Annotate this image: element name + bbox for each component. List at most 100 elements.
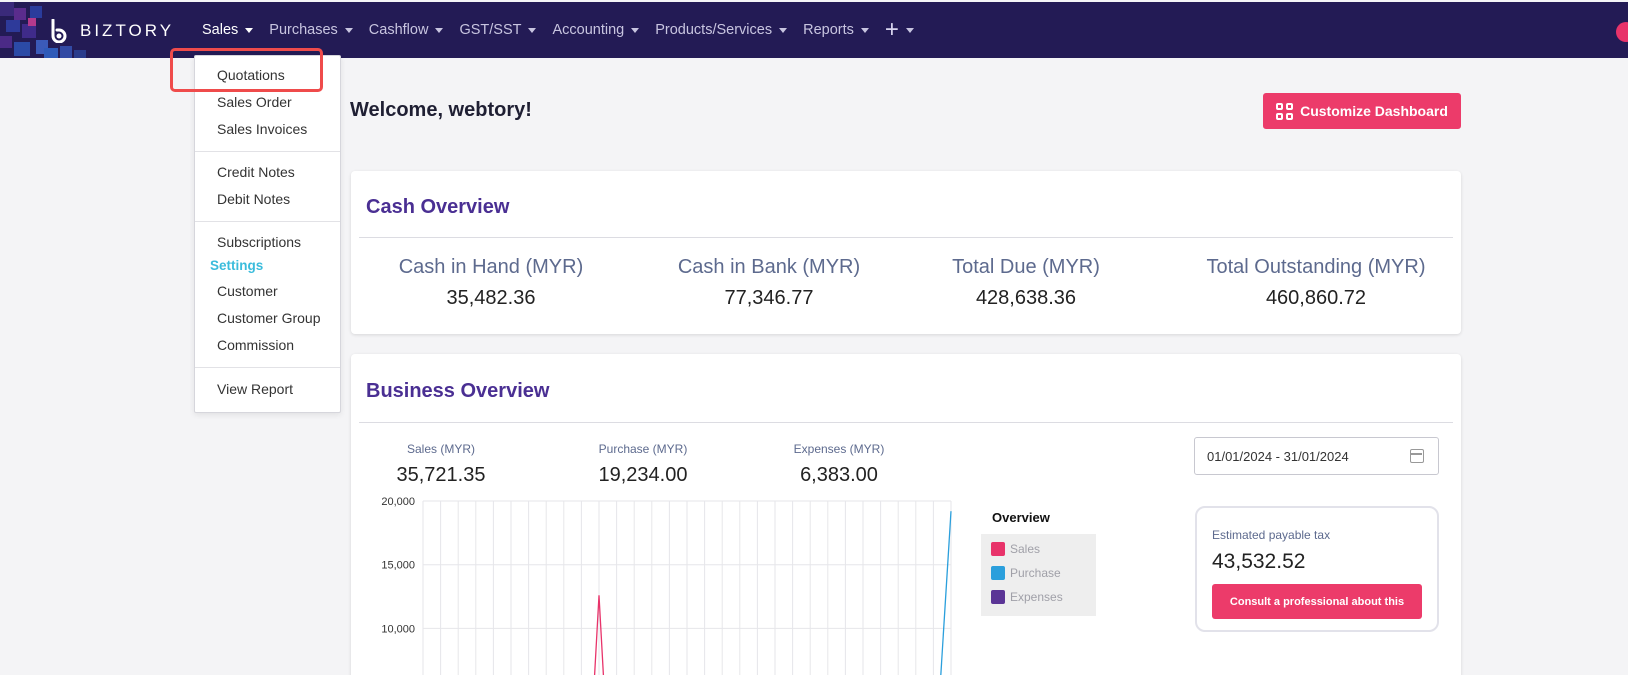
stat-label: Total Due (MYR) xyxy=(952,256,1100,278)
stat-expenses: Expenses (MYR) 6,383.00 xyxy=(779,442,899,487)
legend-swatch xyxy=(991,542,1005,556)
stat-value: 35,721.35 xyxy=(396,464,486,486)
chevron-down-icon xyxy=(344,27,353,33)
date-range-input[interactable]: 01/01/2024 - 31/01/2024 xyxy=(1194,437,1439,475)
legend-label: Purchase xyxy=(1010,566,1061,580)
menu-item-sales-order[interactable]: Sales Order xyxy=(217,94,292,110)
menu-divider xyxy=(195,151,340,152)
menu-heading-settings: Settings xyxy=(210,258,264,273)
card-divider xyxy=(359,237,1453,238)
stat-value: 77,346.77 xyxy=(724,287,814,309)
nav-cashflow-label: Cashflow xyxy=(368,22,429,38)
nav-gst-sst[interactable]: GST/SST xyxy=(459,22,537,38)
series-line-purchase xyxy=(940,511,952,675)
nav-reports[interactable]: Reports xyxy=(803,22,869,38)
stat-value: 428,638.36 xyxy=(975,287,1077,309)
stat-label: Purchase (MYR) xyxy=(598,442,688,456)
legend-swatch xyxy=(991,590,1005,604)
menu-item-debit-notes[interactable]: Debit Notes xyxy=(217,191,291,207)
series-line-sales xyxy=(593,595,605,675)
chevron-down-icon xyxy=(860,27,869,33)
business-overview-title: Business Overview xyxy=(366,380,550,402)
nav-gst-sst-label: GST/SST xyxy=(459,22,522,38)
customize-dashboard-label: Customize Dashboard xyxy=(1300,103,1448,119)
nav-reports-label: Reports xyxy=(803,22,854,38)
business-overview-chart: 20,000 15,000 10,000 xyxy=(381,496,952,675)
nav-cashflow[interactable]: Cashflow xyxy=(369,22,444,38)
chevron-down-icon xyxy=(905,27,914,33)
cash-overview-title: Cash Overview xyxy=(366,196,510,218)
legend-swatch xyxy=(991,566,1005,580)
stat-label: Total Outstanding (MYR) xyxy=(1206,256,1426,278)
legend-item-purchase[interactable]: Purchase xyxy=(991,566,1061,580)
stat-label: Sales (MYR) xyxy=(406,442,475,456)
stat-label: Expenses (MYR) xyxy=(793,442,885,456)
menu-item-subscriptions[interactable]: Subscriptions xyxy=(217,234,302,250)
highlight-annotation xyxy=(170,48,323,92)
card-divider xyxy=(359,422,1453,423)
stat-value: 6,383.00 xyxy=(800,464,878,486)
stat-purchase: Purchase (MYR) 19,234.00 xyxy=(583,442,703,487)
menu-item-view-report[interactable]: View Report xyxy=(217,381,294,397)
menu-item-commission[interactable]: Commission xyxy=(217,337,295,353)
business-overview-card: Business Overview Sales (MYR) 35,721.35 … xyxy=(351,354,1461,675)
menu-divider xyxy=(195,367,340,368)
cash-overview-card: Cash Overview Cash in Hand (MYR) 35,482.… xyxy=(351,171,1461,334)
menu-divider xyxy=(195,221,340,222)
stat-label: Cash in Hand (MYR) xyxy=(398,256,584,278)
user-avatar[interactable] xyxy=(1616,22,1628,42)
legend-label: Expenses xyxy=(1010,590,1063,604)
legend-item-expenses[interactable]: Expenses xyxy=(991,590,1063,604)
stat-cash-in-bank: Cash in Bank (MYR) 77,346.77 xyxy=(664,256,874,310)
biztory-logo-icon xyxy=(48,18,72,44)
nav-sales-label: Sales xyxy=(202,22,239,38)
estimated-tax-panel: Estimated payable tax 43,532.52 Consult … xyxy=(1195,506,1439,632)
chevron-down-icon xyxy=(245,27,254,33)
legend-item-sales[interactable]: Sales xyxy=(991,542,1040,556)
stat-total-due: Total Due (MYR) 428,638.36 xyxy=(941,256,1111,310)
brand-name: BIZTORY xyxy=(80,21,175,40)
welcome-heading: Welcome, webtory! xyxy=(350,99,532,121)
y-tick-label: 10,000 xyxy=(381,623,415,635)
nav-accounting[interactable]: Accounting xyxy=(552,22,640,38)
nav-purchases[interactable]: Purchases xyxy=(269,22,353,38)
chart-legend: Sales Purchase Expenses xyxy=(981,534,1096,616)
legend-label: Sales xyxy=(1010,542,1041,556)
nav-products-services-label: Products/Services xyxy=(655,22,773,38)
menu-item-quotations[interactable]: Quotations xyxy=(217,67,285,83)
legend-title: Overview xyxy=(992,510,1050,525)
date-range-value: 01/01/2024 - 31/01/2024 xyxy=(1207,449,1349,464)
nav-products-services[interactable]: Products/Services xyxy=(655,22,788,38)
y-tick-label: 15,000 xyxy=(381,560,415,572)
y-tick-label: 20,000 xyxy=(381,496,415,508)
chevron-down-icon xyxy=(528,27,537,33)
tax-label: Estimated payable tax xyxy=(1212,528,1331,542)
stat-cash-in-hand: Cash in Hand (MYR) 35,482.36 xyxy=(396,256,586,310)
main-nav: Sales Purchases Cashflow GST/SST Account… xyxy=(202,2,930,58)
brand[interactable]: BIZTORY xyxy=(48,18,174,44)
menu-item-customer-group[interactable]: Customer Group xyxy=(217,310,321,326)
calendar-icon[interactable] xyxy=(1410,449,1424,463)
menu-item-customer[interactable]: Customer xyxy=(217,283,278,299)
menu-item-credit-notes[interactable]: Credit Notes xyxy=(217,164,295,180)
stat-value: 460,860.72 xyxy=(1265,287,1367,309)
chevron-down-icon xyxy=(631,27,640,33)
menu-item-sales-invoices[interactable]: Sales Invoices xyxy=(217,121,308,137)
grid-icon xyxy=(1276,102,1294,120)
stat-sales: Sales (MYR) 35,721.35 xyxy=(386,442,496,487)
stat-label: Cash in Bank (MYR) xyxy=(677,256,861,278)
nav-quick-add[interactable]: + xyxy=(884,16,914,43)
sales-dropdown-menu: Quotations Sales Order Sales Invoices Cr… xyxy=(194,55,341,413)
customize-dashboard-button[interactable]: Customize Dashboard xyxy=(1263,93,1461,129)
chevron-down-icon xyxy=(435,27,444,33)
consult-professional-button[interactable]: Consult a professional about this xyxy=(1212,584,1422,619)
stat-value: 35,482.36 xyxy=(446,287,536,309)
nav-sales[interactable]: Sales xyxy=(202,22,254,38)
plus-icon: + xyxy=(884,16,899,43)
nav-purchases-label: Purchases xyxy=(269,22,338,38)
logo-mosaic xyxy=(0,2,90,58)
tax-value: 43,532.52 xyxy=(1212,550,1306,573)
nav-accounting-label: Accounting xyxy=(552,22,625,38)
chevron-down-icon xyxy=(779,27,788,33)
stat-total-outstanding: Total Outstanding (MYR) 460,860.72 xyxy=(1201,256,1431,310)
